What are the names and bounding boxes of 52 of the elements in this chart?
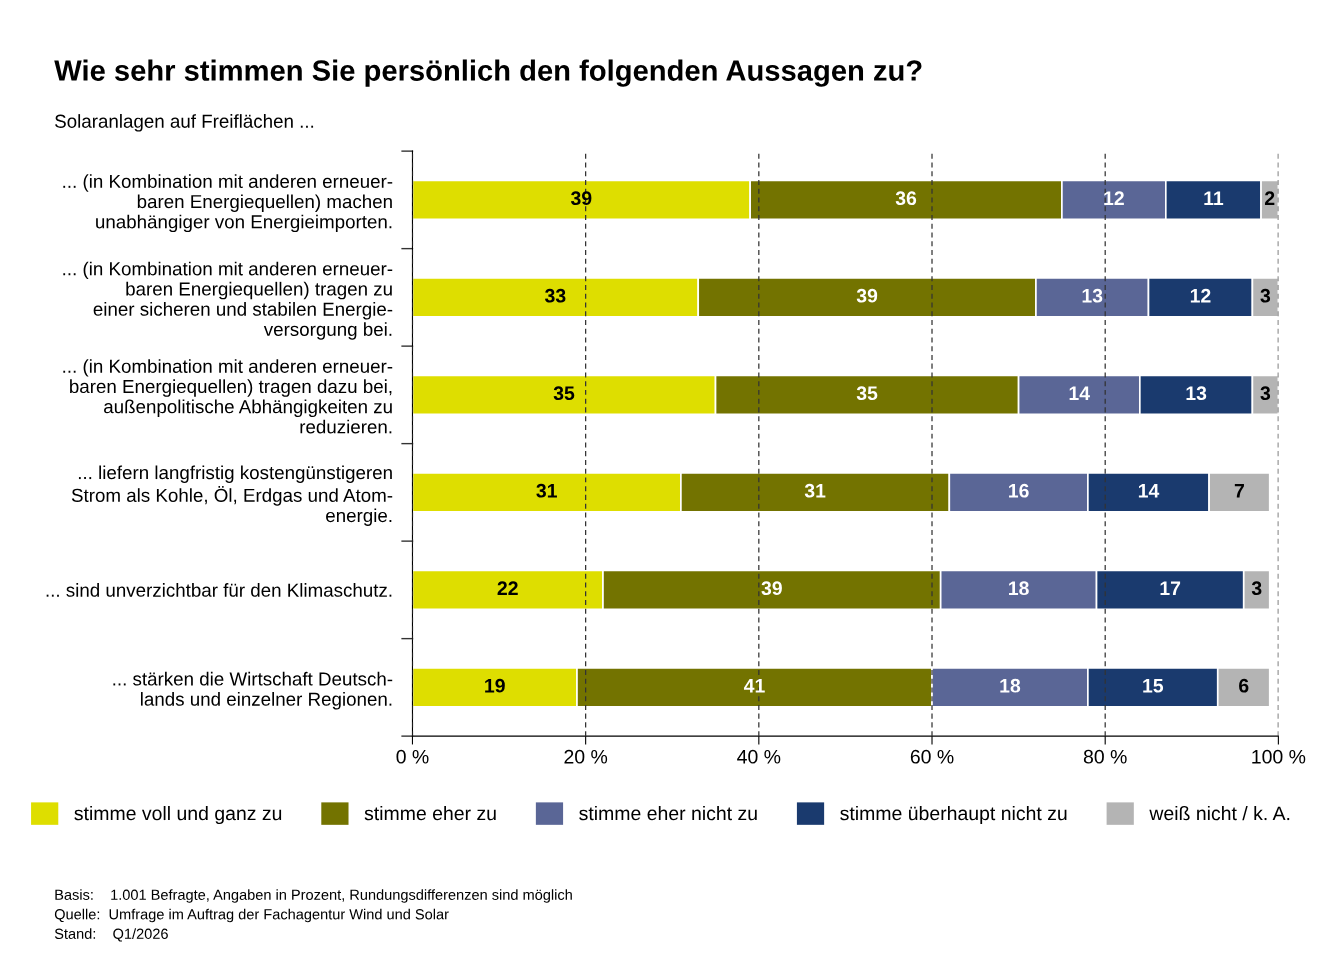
legend-label: weiß nicht / k. A. bbox=[1149, 805, 1290, 821]
x-tick-label: 100 % bbox=[1252, 749, 1306, 764]
y-tick-label: ... (in Kombination mit anderen erneuer- baren Energiequellen) tragen zu einer sicheren und stabilen Energie- versorgung bei. bbox=[63, 261, 393, 340]
data-label: 18 bbox=[1000, 678, 1021, 693]
data-label: 35 bbox=[553, 386, 575, 401]
legend-label: stimme eher nicht zu bbox=[579, 805, 757, 821]
data-label: 12 bbox=[1104, 191, 1124, 205]
data-label: 22 bbox=[497, 581, 518, 595]
data-label: 16 bbox=[1009, 483, 1029, 498]
data-label: 41 bbox=[743, 679, 765, 693]
x-tick-label: 0 % bbox=[396, 749, 429, 764]
data-label: 19 bbox=[485, 678, 505, 693]
data-label: 3 bbox=[1251, 581, 1262, 596]
data-label: 39 bbox=[856, 288, 878, 303]
y-tick-label: ... sind unverzichtbar für den Klimaschutz. bbox=[46, 583, 392, 597]
data-label: 36 bbox=[895, 191, 917, 206]
source-note: Quelle: Umfrage im Auftrag der Fachagentur Wind und Solar bbox=[54, 908, 449, 923]
data-label: 14 bbox=[1138, 484, 1160, 498]
data-label: 13 bbox=[1186, 386, 1207, 401]
data-label: 11 bbox=[1204, 191, 1224, 205]
data-label: 3 bbox=[1260, 288, 1271, 303]
x-tick-label: 60 % bbox=[910, 749, 954, 764]
text: Solaranlagen auf Freiflächen ... bbox=[55, 114, 314, 132]
y-tick-label: ... (in Kombination mit anderen erneuer- baren Energiequellen) machen unabhängiger von Energieimporten. bbox=[63, 174, 393, 233]
legend-label: stimme voll und ganz zu bbox=[74, 805, 282, 825]
data-label: 15 bbox=[1143, 679, 1164, 693]
data-label: 14 bbox=[1069, 386, 1090, 400]
data-label: 17 bbox=[1160, 581, 1181, 595]
data-label: 18 bbox=[1009, 581, 1029, 596]
x-tick-label: 80 % bbox=[1083, 749, 1127, 764]
data-label: 39 bbox=[570, 191, 592, 206]
text: Stand: Q1/2026 bbox=[54, 928, 168, 942]
data-label: 35 bbox=[856, 386, 878, 401]
data-label: 39 bbox=[761, 581, 782, 596]
data-label: 31 bbox=[536, 483, 557, 498]
data-label: 2 bbox=[1264, 191, 1275, 205]
y-tick-label: ... (in Kombination mit anderen erneuer- baren Energiequellen) tragen dazu bei, außenpolitische Abhängigkeiten zu reduzieren. bbox=[63, 359, 393, 434]
text: Basis: 1.001 Befragte, Angaben in Prozent, Rundungsdifferenzen sind möglich bbox=[55, 889, 572, 903]
chart-title: Wie sehr stimmen Sie persönlich den folgenden Aussagen zu? bbox=[54, 59, 922, 87]
data-label: 7 bbox=[1234, 484, 1244, 498]
data-label: 3 bbox=[1260, 386, 1271, 401]
y-tick-label: ... stärken die Wirtschaft Deutsch- lands und einzelner Regionen. bbox=[113, 671, 393, 710]
legend-label: stimme überhaupt nicht zu bbox=[840, 805, 1067, 825]
data-label: 12 bbox=[1190, 288, 1211, 303]
data-label: 6 bbox=[1239, 678, 1249, 693]
data-label: 13 bbox=[1082, 288, 1103, 303]
x-tick-label: 40 % bbox=[737, 749, 781, 764]
y-tick-label: ... liefern langfristig kostengünstigeren Strom als Kohle, Öl, Erdgas und Atom- energie. bbox=[71, 465, 393, 526]
data-label: 33 bbox=[544, 288, 566, 303]
legend-label: stimme eher zu bbox=[364, 805, 496, 821]
data-label: 31 bbox=[804, 483, 826, 498]
x-tick-label: 20 % bbox=[564, 749, 608, 764]
